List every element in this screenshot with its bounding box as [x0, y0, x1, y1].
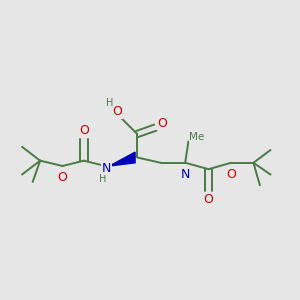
Polygon shape [110, 152, 135, 166]
Text: O: O [58, 171, 68, 184]
Text: N: N [102, 162, 111, 175]
Text: H: H [99, 174, 107, 184]
Text: O: O [157, 117, 167, 130]
Text: O: O [204, 193, 214, 206]
Text: H: H [106, 98, 113, 108]
Text: O: O [112, 105, 122, 118]
Text: Me: Me [189, 132, 205, 142]
Text: O: O [226, 168, 236, 181]
Text: N: N [181, 168, 190, 181]
Text: O: O [79, 124, 89, 137]
